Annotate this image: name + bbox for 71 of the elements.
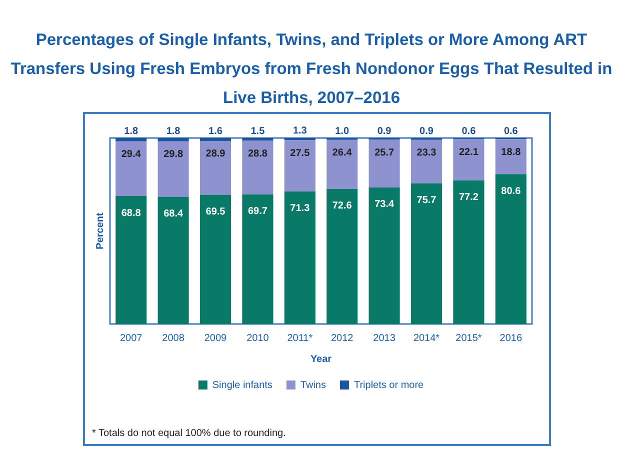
data-label: 18.8 — [501, 146, 522, 158]
x-tick-label: 2011* — [287, 332, 313, 344]
x-tick-label: 2010 — [246, 332, 270, 344]
text: * Totals do not equal 100% due to rounding. — [92, 428, 286, 439]
data-label: 0.6 — [504, 126, 518, 137]
bar — [158, 138, 189, 142]
bar — [158, 196, 189, 324]
data-label: 72.6 — [332, 200, 352, 212]
bar — [368, 187, 400, 324]
data-label: 68.8 — [121, 208, 142, 219]
data-label: 27.5 — [290, 148, 310, 159]
data-label: 1.6 — [208, 126, 223, 137]
data-label: 1.3 — [292, 126, 308, 137]
data-label: 1.0 — [335, 126, 350, 137]
bar — [242, 194, 274, 324]
data-label: 1.8 — [166, 126, 181, 137]
data-label: 77.2 — [458, 192, 479, 204]
bar — [453, 180, 484, 324]
bar — [200, 140, 232, 195]
bar — [453, 139, 484, 180]
bar — [200, 138, 232, 141]
bar — [326, 188, 358, 324]
data-label: 25.7 — [374, 147, 394, 158]
x-tick-label: 2009 — [204, 332, 228, 344]
data-label: 73.4 — [374, 199, 394, 210]
data-label: 80.6 — [501, 186, 522, 197]
bar — [200, 194, 232, 324]
bar — [158, 141, 189, 197]
bar — [368, 140, 400, 188]
data-label: 0.9 — [420, 126, 434, 137]
x-axis-title: Year — [310, 354, 332, 365]
bar — [284, 140, 316, 192]
bar — [326, 140, 358, 189]
data-label: 29.4 — [121, 149, 142, 160]
data-label: 1.5 — [250, 126, 266, 137]
data-label: 69.5 — [206, 206, 226, 218]
data-label: 1.8 — [124, 126, 138, 137]
data-label: 75.7 — [416, 194, 437, 206]
bar — [284, 191, 316, 324]
bar — [410, 183, 442, 324]
bar — [242, 138, 274, 141]
y-axis-title: Percent — [94, 212, 106, 250]
x-tick-label: 2008 — [162, 332, 185, 344]
bar — [116, 196, 147, 324]
bar — [116, 141, 147, 196]
bar — [495, 139, 526, 174]
x-tick-label: 2016 — [500, 332, 522, 344]
data-label: 29.8 — [164, 149, 184, 160]
legend-label: Triplets or more — [354, 380, 424, 391]
data-label: 26.4 — [332, 148, 352, 159]
bar — [495, 174, 526, 324]
bar — [242, 140, 274, 194]
data-label: 22.1 — [458, 147, 479, 158]
x-tick-label: 2012 — [330, 332, 354, 344]
data-label: 23.3 — [416, 148, 437, 159]
x-tick-label: 2013 — [373, 332, 396, 344]
bar — [116, 138, 147, 142]
data-label: 0.9 — [377, 126, 392, 137]
data-label: 68.4 — [164, 208, 184, 220]
data-label: 71.3 — [290, 203, 310, 214]
data-label: 28.8 — [248, 148, 268, 160]
x-tick-label: 2015* — [456, 332, 482, 344]
data-label: 28.9 — [206, 148, 226, 160]
chart-title: Percentages of Single Infants, Twins, and Triplets or More Among ART Transfers Using Fresh Embryos from Fresh Nondonor Eggs That Resulted in Live Births, 2007–2016 — [10, 30, 613, 109]
x-tick-label: 2007 — [120, 332, 143, 344]
legend-label: Single infants — [212, 380, 272, 391]
data-label: 69.7 — [248, 206, 268, 218]
x-tick-label: 2014* — [413, 332, 440, 344]
bar — [410, 140, 442, 184]
legend-label: Twins — [300, 380, 326, 391]
data-label: 0.6 — [462, 126, 476, 137]
